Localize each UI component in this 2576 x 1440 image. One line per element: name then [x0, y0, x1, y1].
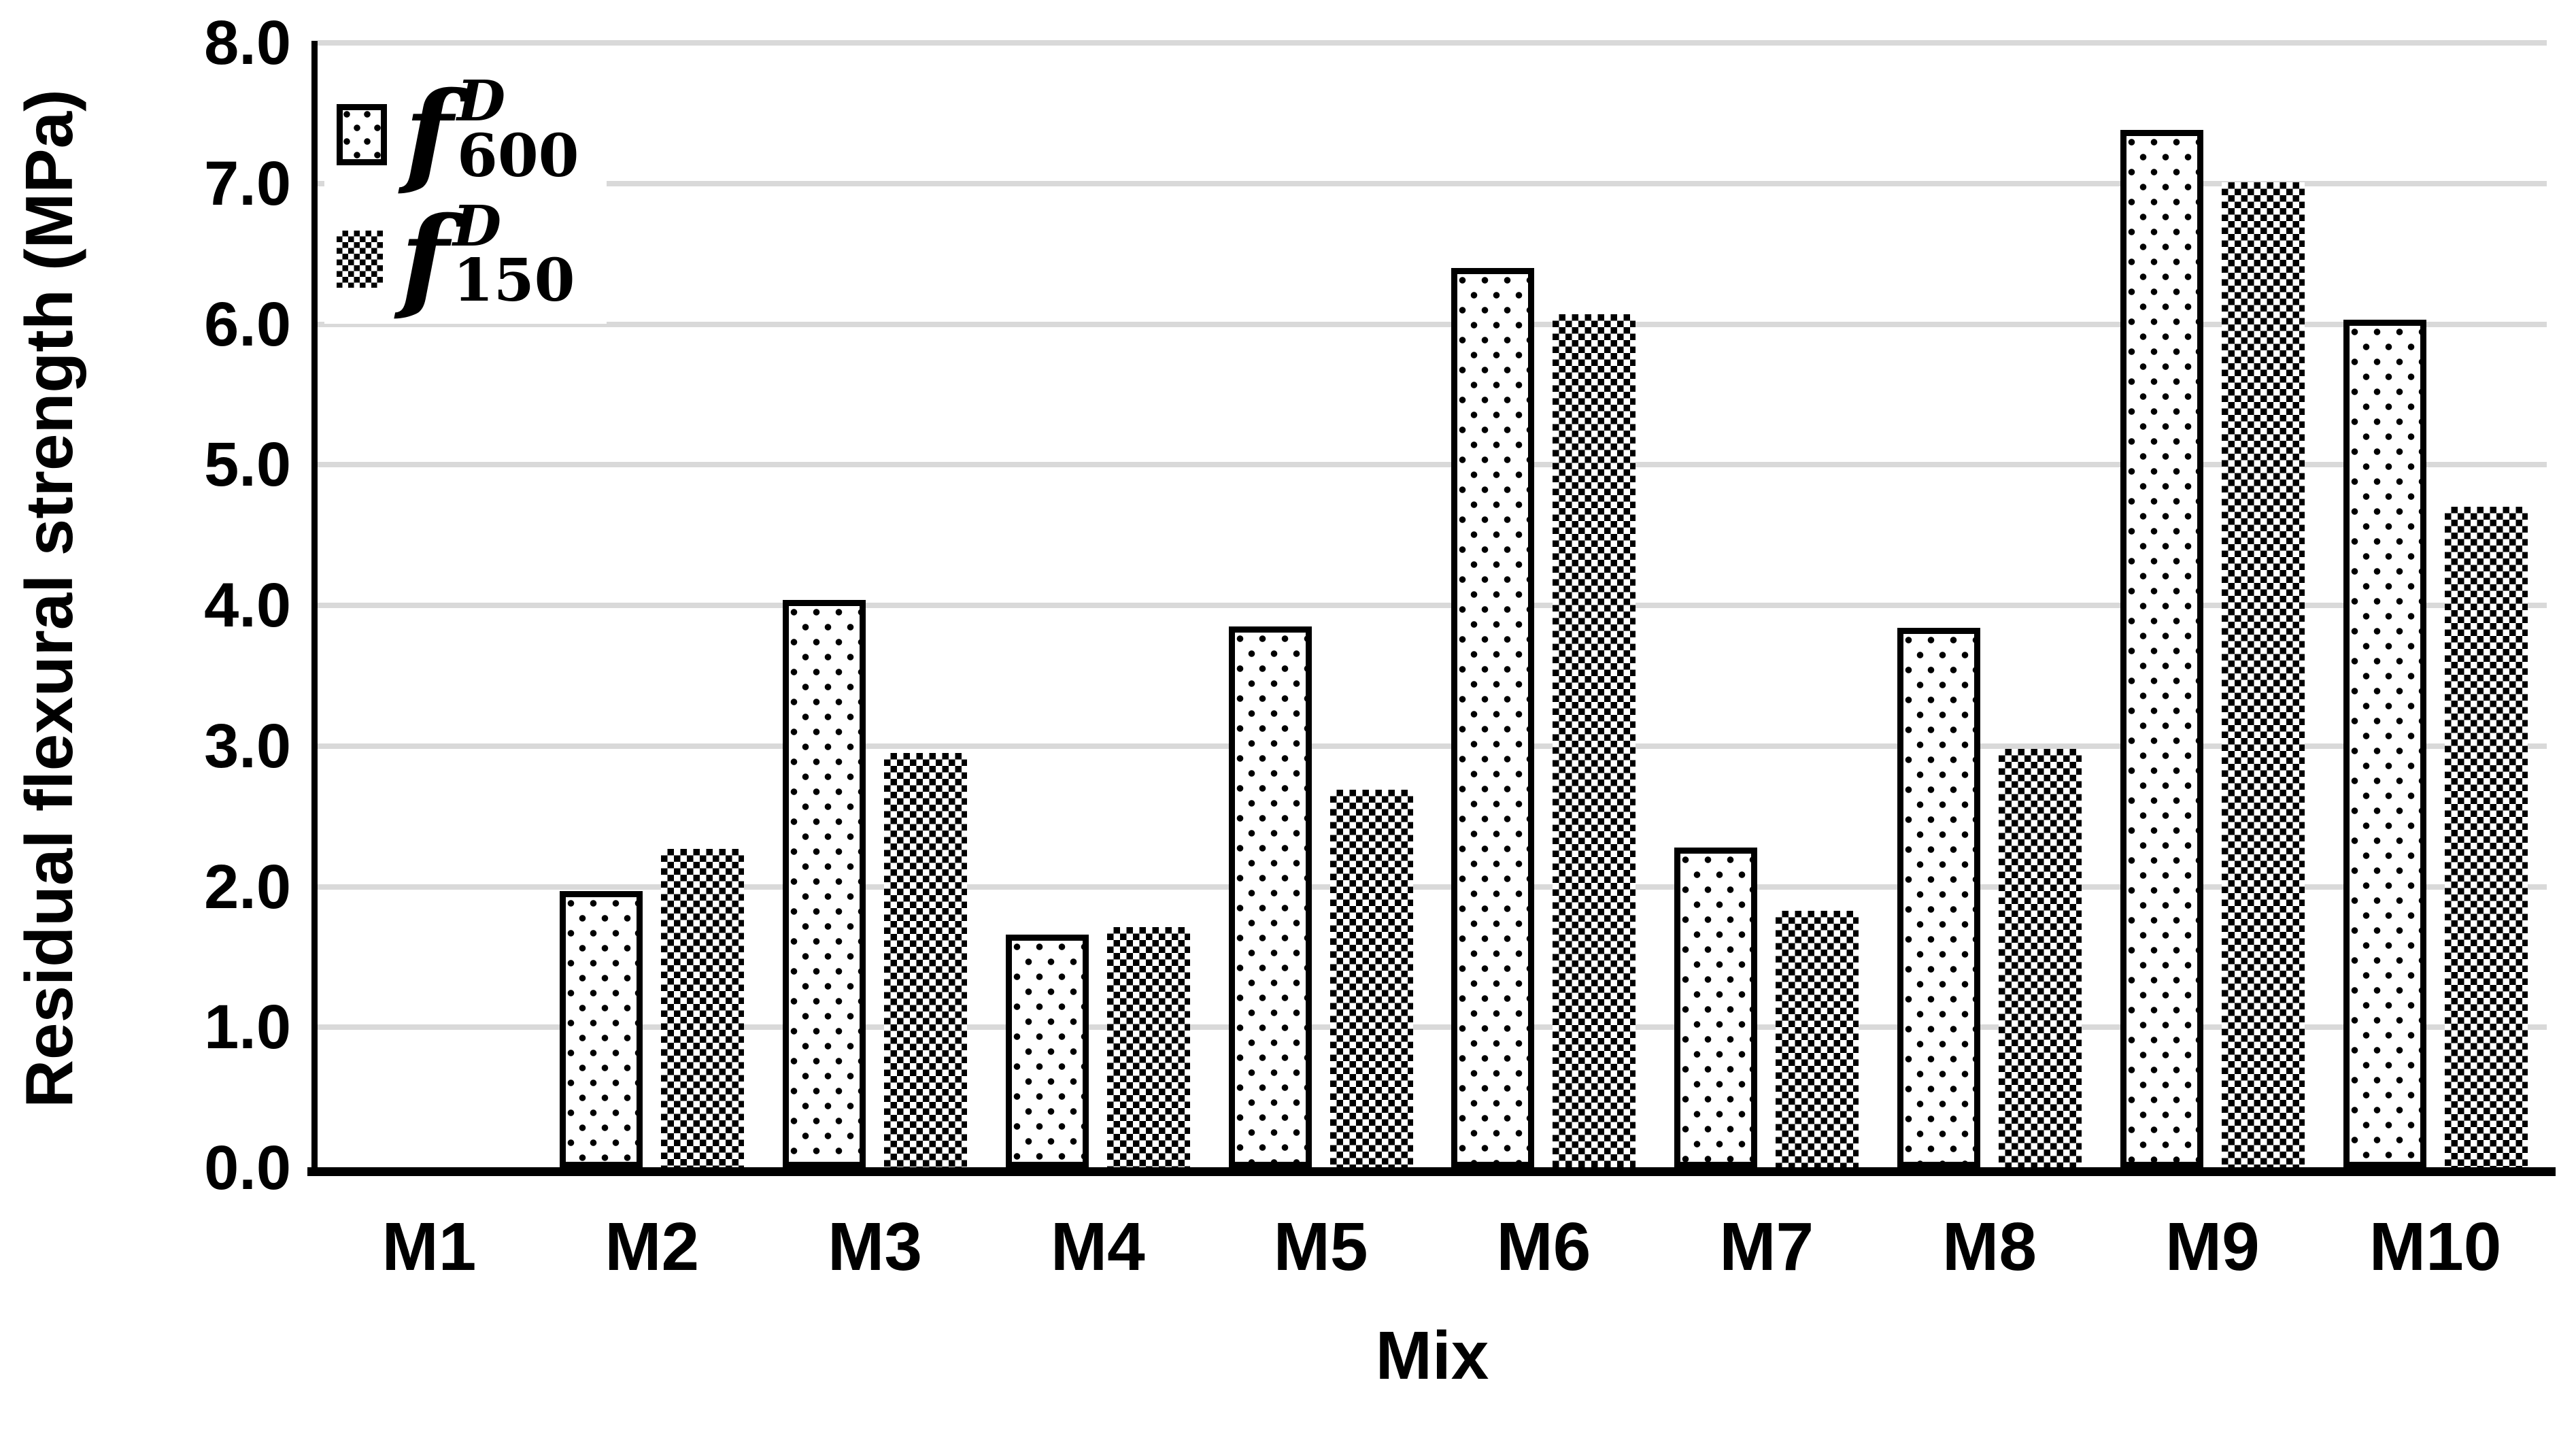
y-tick-label-8.0: 8.0	[204, 8, 291, 78]
x-axis-line	[307, 1167, 2556, 1176]
x-label-M10: M10	[2369, 1209, 2502, 1285]
bar-f_D_150-M6	[1553, 314, 1636, 1168]
gridline-2	[318, 884, 2547, 890]
bar-group-M9	[2101, 43, 2324, 1168]
x-label-M6: M6	[1496, 1209, 1591, 1285]
bar-f_D_600-M8	[1897, 628, 1980, 1168]
bar-group-M5	[1209, 43, 1432, 1168]
bar-group-M6	[1432, 43, 1655, 1168]
x-label-M3: M3	[828, 1209, 922, 1285]
legend-superscript: D	[456, 69, 506, 134]
legend-label-f600: f D 600	[405, 67, 579, 199]
legend-subscript: 600	[456, 121, 579, 190]
legend-marker-dotted-icon	[337, 103, 387, 165]
x-label-M8: M8	[1942, 1209, 2037, 1285]
y-tick-label-1.0: 1.0	[204, 992, 291, 1062]
legend-label-f150: f D 150	[401, 191, 575, 324]
x-label-M5: M5	[1273, 1209, 1368, 1285]
y-axis-tick-labels: 8.0 7.0 6.0 5.0 4.0 3.0 2.0 1.0 0.0	[0, 9, 299, 1202]
legend-f-symbol: f	[401, 191, 449, 324]
bar-group-M2	[541, 43, 764, 1168]
bar-f_D_600-M2	[560, 891, 643, 1168]
x-label-M1: M1	[382, 1209, 477, 1285]
x-label-M9: M9	[2165, 1209, 2260, 1285]
x-axis-labels: M1 M2 M3 M4 M5 M6 M7 M8 M9 M10	[318, 1209, 2547, 1284]
y-tick-label-7.0: 7.0	[204, 148, 291, 218]
legend-entry-f150: f D 150	[337, 191, 579, 324]
gridline-8	[318, 40, 2547, 46]
y-tick-label-4.0: 4.0	[204, 571, 291, 640]
bar-f_D_150-M7	[1776, 911, 1859, 1168]
legend-marker-checker-icon	[337, 231, 383, 288]
bar-groups	[318, 43, 2547, 1168]
bar-f_D_150-M5	[1329, 790, 1413, 1168]
gridline-4	[318, 603, 2547, 608]
bar-group-M7	[1655, 43, 1878, 1168]
legend-f-symbol: f	[405, 67, 453, 199]
bar-f_D_600-M9	[2120, 130, 2203, 1168]
bar-group-M4	[986, 43, 1209, 1168]
bar-f_D_150-M8	[1998, 749, 2082, 1168]
legend: f D 600 f D 150	[324, 70, 607, 324]
y-tick-label-2.0: 2.0	[204, 852, 291, 922]
plot-area: f D 600 f D 150	[318, 40, 2547, 1168]
bar-group-M10	[2324, 43, 2547, 1168]
y-axis-line	[311, 41, 318, 1171]
gridline-5	[318, 462, 2547, 468]
bar-f_D_150-M3	[883, 753, 967, 1168]
legend-subscript: 150	[452, 246, 575, 316]
x-axis-title: Mix	[1375, 1318, 1489, 1394]
gridline-6	[318, 321, 2547, 327]
x-label-M7: M7	[1719, 1209, 1814, 1285]
y-tick-label-6.0: 6.0	[204, 289, 291, 359]
y-tick-label-5.0: 5.0	[204, 430, 291, 500]
y-tick-label-0.0: 0.0	[204, 1133, 291, 1203]
gridline-1	[318, 1024, 2547, 1031]
bar-f_D_600-M4	[1005, 935, 1089, 1168]
bar-f_D_150-M4	[1106, 927, 1190, 1168]
bar-f_D_150-M9	[2221, 182, 2305, 1168]
bar-f_D_600-M10	[2343, 320, 2426, 1168]
bar-f_D_150-M2	[661, 849, 745, 1168]
legend-superscript: D	[452, 193, 502, 259]
x-label-M2: M2	[605, 1209, 700, 1285]
bar-f_D_600-M5	[1228, 626, 1312, 1168]
bar-group-M3	[764, 43, 987, 1168]
bar-f_D_600-M3	[782, 600, 866, 1168]
gridline-3	[318, 743, 2547, 749]
x-label-M4: M4	[1050, 1209, 1145, 1285]
legend-entry-f600: f D 600	[337, 67, 579, 199]
gridline-7	[318, 180, 2547, 186]
bar-group-M8	[1878, 43, 2101, 1168]
bar-f_D_600-M7	[1674, 848, 1758, 1168]
bar-f_D_150-M10	[2444, 507, 2528, 1168]
bar-f_D_600-M6	[1451, 268, 1535, 1168]
y-tick-label-3.0: 3.0	[204, 711, 291, 781]
